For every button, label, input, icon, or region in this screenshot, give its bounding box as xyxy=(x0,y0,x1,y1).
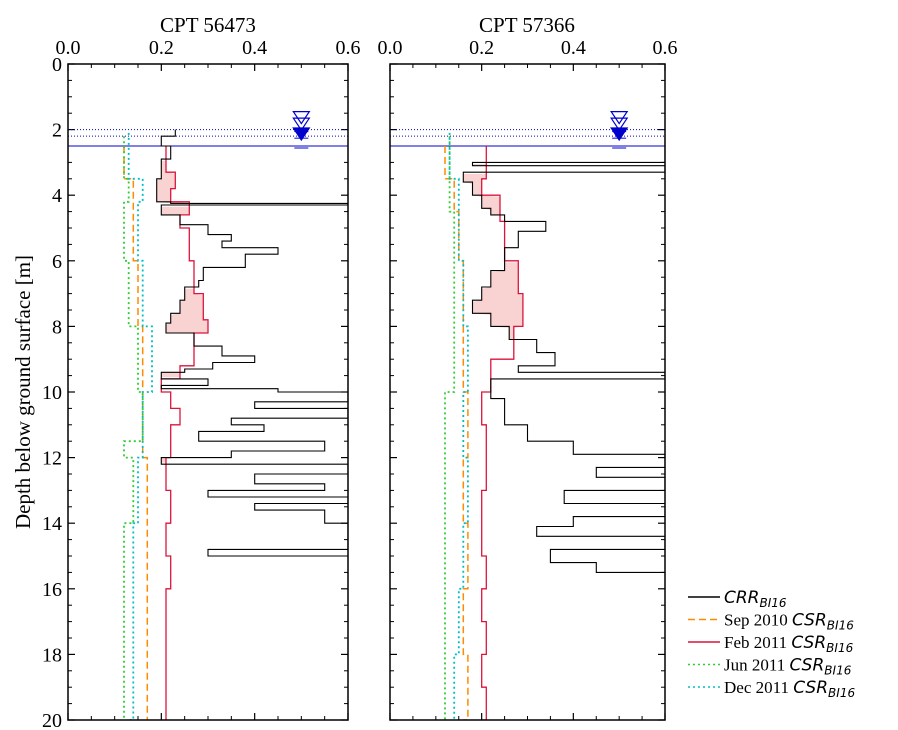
panel-2-title: CPT 57366 xyxy=(479,13,575,37)
panel-1-frame xyxy=(67,63,349,721)
panel-1-markers xyxy=(292,111,311,149)
failure-shade xyxy=(156,160,190,204)
y-tick-label: 12 xyxy=(42,448,62,470)
series-dec2011 xyxy=(127,132,153,720)
series-jun2011 xyxy=(444,136,456,720)
x-tick-label: 0.4 xyxy=(242,37,267,59)
x-tick-label: 0.0 xyxy=(56,37,81,59)
x-tick-label: 0.6 xyxy=(653,37,678,59)
series-feb2011 xyxy=(160,146,209,720)
legend-label-jun2011: Jun 2011 CSRBI16 xyxy=(724,656,852,678)
panel-2-frame xyxy=(389,63,666,721)
failure-shade xyxy=(161,372,180,378)
x-tick-label: 0.2 xyxy=(469,37,494,59)
y-tick-label: 14 xyxy=(42,513,62,535)
series-sep2010 xyxy=(123,146,149,720)
y-tick-label: 20 xyxy=(42,710,62,730)
panel-2-ticks: 0.0 0.2 0.4 0.6 xyxy=(378,37,678,721)
failure-shade xyxy=(161,206,190,215)
water-table-marker xyxy=(610,117,629,132)
water-table-marker xyxy=(292,117,311,132)
water-table-marker xyxy=(292,127,311,142)
water-table-marker xyxy=(610,127,629,142)
y-tick-label: 4 xyxy=(52,185,62,207)
series-feb2011 xyxy=(481,146,524,720)
panel-1-plot xyxy=(68,129,348,720)
x-tick-label: 0.2 xyxy=(149,37,174,59)
panel-2-plot xyxy=(390,129,665,720)
x-tick-label: 0.4 xyxy=(561,37,586,59)
x-tick-label: 0.0 xyxy=(378,37,403,59)
panel-2: CPT 57366 0.0 0.2 0.4 0.6 xyxy=(378,13,678,721)
series-dec2011 xyxy=(448,132,469,720)
y-axis-label: Depth below ground surface [m] xyxy=(11,255,35,529)
series-crr xyxy=(156,129,348,557)
legend-label-crr: CRRBI16 xyxy=(724,588,787,610)
y-tick-label: 6 xyxy=(52,251,62,273)
series-sep2010 xyxy=(444,146,469,720)
failure-shade xyxy=(472,262,523,340)
y-tick-label: 16 xyxy=(42,579,62,601)
y-tick-label: 18 xyxy=(42,644,62,666)
y-tick-label: 10 xyxy=(42,382,62,404)
series-jun2011 xyxy=(123,136,144,720)
series-crr xyxy=(462,136,665,573)
legend-label-feb2011: Feb 2011 CSRBI16 xyxy=(724,633,854,655)
panel-2-markers xyxy=(610,111,629,149)
failure-shade xyxy=(166,288,208,333)
panel-1: CPT 56473 0.0 0.2 0.4 0.6 0 2 4 6 8 10 12 14 16 18 20 xyxy=(42,13,361,730)
panel-1-title: CPT 56473 xyxy=(160,13,256,37)
y-tick-label: 0 xyxy=(52,54,62,76)
failure-shade xyxy=(161,457,166,463)
panel-1-ticks: 0.0 0.2 0.4 0.6 0 2 4 6 8 10 12 14 16 18 20 xyxy=(42,37,361,730)
x-tick-label: 0.6 xyxy=(336,37,361,59)
legend-label-sep2010: Sep 2010 CSRBI16 xyxy=(724,611,854,633)
y-tick-label: 2 xyxy=(52,120,62,142)
y-tick-label: 8 xyxy=(52,316,62,338)
legend-label-dec2011: Dec 2011 CSRBI16 xyxy=(724,678,855,700)
